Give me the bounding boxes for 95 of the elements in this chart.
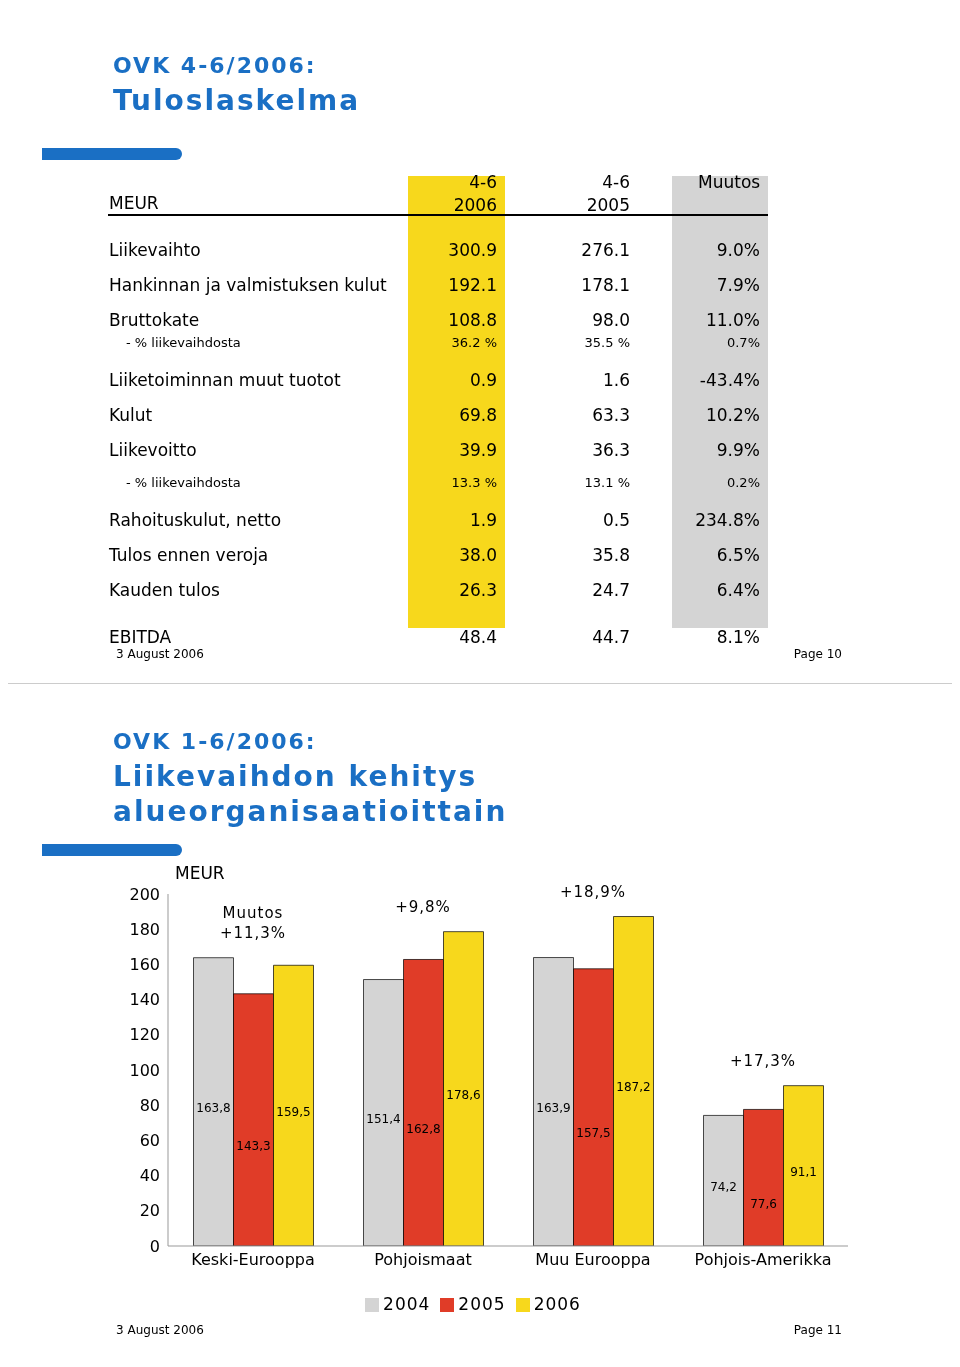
- annotation: +9,8%: [395, 897, 451, 916]
- text: 178.1: [581, 275, 630, 295]
- category-label: Liiketoiminnan muut tuotot: [109, 370, 341, 390]
- y-tick-label: 20: [139, 1201, 160, 1221]
- y-tick-label: 80: [139, 1095, 160, 1115]
- data-label: 143,3: [236, 1138, 271, 1153]
- text: 38.0: [459, 545, 497, 565]
- x-tick-label: Keski-Eurooppa: [191, 1250, 315, 1270]
- text: 8.1%: [716, 627, 760, 647]
- text: Tuloslaskelma: [113, 83, 362, 118]
- text: 6.5%: [716, 545, 760, 565]
- text: 11.0%: [705, 310, 760, 330]
- legend-label: 2004: [383, 1294, 431, 1314]
- data-label: 163,9: [536, 1100, 571, 1115]
- text: 44.7: [592, 627, 630, 647]
- text: 13.1 %: [584, 475, 630, 490]
- category-label: - % liikevaihdosta: [126, 475, 241, 490]
- data-label: 77,6: [750, 1196, 777, 1211]
- category-label: Muutos: [698, 171, 761, 194]
- text: OVK 4-6/2006:: [113, 53, 317, 78]
- y-axis-title: MEUR: [175, 863, 225, 884]
- text: 35.5 %: [584, 335, 630, 350]
- y-tick-label: 0: [149, 1236, 160, 1256]
- text: 39.9: [459, 440, 497, 460]
- text: 3 August 2006: [116, 647, 204, 661]
- data-label: 162,8: [406, 1121, 441, 1136]
- annotation: +17,3%: [729, 1051, 797, 1070]
- y-tick-label: 140: [129, 990, 160, 1010]
- category-label: Kauden tulos: [109, 580, 220, 600]
- y-tick-label: 120: [129, 1025, 160, 1045]
- category-label: Rahoituskulut, netto: [109, 510, 282, 530]
- text: 1.9: [469, 510, 497, 530]
- text: 0.9: [469, 370, 497, 390]
- text: 63.3: [592, 405, 630, 425]
- data-label: 151,4: [366, 1111, 401, 1126]
- text: Page 10: [793, 647, 842, 661]
- legend-label: 2006: [533, 1294, 581, 1314]
- text: 0.2%: [726, 475, 760, 490]
- text: 6.4%: [716, 580, 760, 600]
- category-label: EBITDA: [109, 627, 172, 647]
- text: 36.3: [592, 440, 630, 460]
- text: 24.7: [592, 580, 630, 600]
- data-label: 178,6: [446, 1087, 481, 1102]
- text: 234.8%: [695, 510, 760, 530]
- text: 36.2 %: [451, 335, 497, 350]
- text: 7.9%: [716, 275, 760, 295]
- annotation: Muutos +11,3%: [219, 903, 287, 942]
- text: 1.6: [602, 370, 630, 390]
- chart-subtitle: Liikevaihdon kehitys alueorganisaatioittain: [113, 759, 509, 829]
- data-label: 157,5: [576, 1126, 611, 1141]
- text: Page 11: [793, 1323, 842, 1337]
- text: 9.0%: [716, 240, 760, 260]
- text: 48.4: [459, 627, 497, 647]
- text: 0.7%: [726, 335, 760, 350]
- text: MEUR: [109, 193, 159, 213]
- category-label: Kulut: [109, 405, 153, 425]
- y-tick-label: 100: [129, 1060, 160, 1080]
- y-tick-label: 160: [129, 955, 160, 975]
- category-label: Bruttokate: [109, 310, 200, 330]
- x-tick-label: Muu Eurooppa: [535, 1250, 651, 1270]
- data-label: 187,2: [616, 1080, 651, 1095]
- x-tick-label: Pohjois-Amerikka: [694, 1250, 832, 1270]
- category-label: Hankinnan ja valmistuksen kulut: [109, 275, 387, 295]
- y-tick-label: 40: [139, 1166, 160, 1186]
- annotation: +18,9%: [559, 882, 627, 901]
- text: 9.9%: [716, 440, 760, 460]
- y-tick-label: 180: [129, 919, 160, 939]
- text: 0.5: [602, 510, 630, 530]
- text: 192.1: [448, 275, 497, 295]
- text: 98.0: [592, 310, 630, 330]
- data-label: 91,1: [790, 1164, 817, 1179]
- text: 10.2%: [705, 405, 760, 425]
- text: 3 August 2006: [116, 1323, 204, 1337]
- y-tick-label: 60: [139, 1131, 160, 1151]
- data-label: 159,5: [276, 1104, 311, 1119]
- category-label: Liikevaihto: [109, 240, 201, 260]
- text: -43.4%: [699, 370, 760, 390]
- text: 108.8: [448, 310, 497, 330]
- category-label: Tulos ennen veroja: [109, 545, 269, 565]
- text: 13.3 %: [451, 475, 497, 490]
- category-label: 4-6 2006: [452, 171, 497, 217]
- data-label: 163,8: [196, 1100, 231, 1115]
- text: 35.8: [592, 545, 630, 565]
- category-label: 4-6 2005: [585, 171, 630, 217]
- category-label: Liikevoitto: [109, 440, 197, 460]
- legend-label: 2005: [458, 1294, 506, 1314]
- text: 69.8: [459, 405, 497, 425]
- x-tick-label: Pohjoismaat: [374, 1250, 472, 1270]
- chart-title: OVK 1-6/2006:: [113, 729, 317, 754]
- text: 276.1: [581, 240, 630, 260]
- text: 300.9: [448, 240, 497, 260]
- data-label: 74,2: [710, 1179, 737, 1194]
- category-label: - % liikevaihdosta: [126, 335, 241, 350]
- y-tick-label: 200: [129, 884, 160, 904]
- text: 26.3: [459, 580, 497, 600]
